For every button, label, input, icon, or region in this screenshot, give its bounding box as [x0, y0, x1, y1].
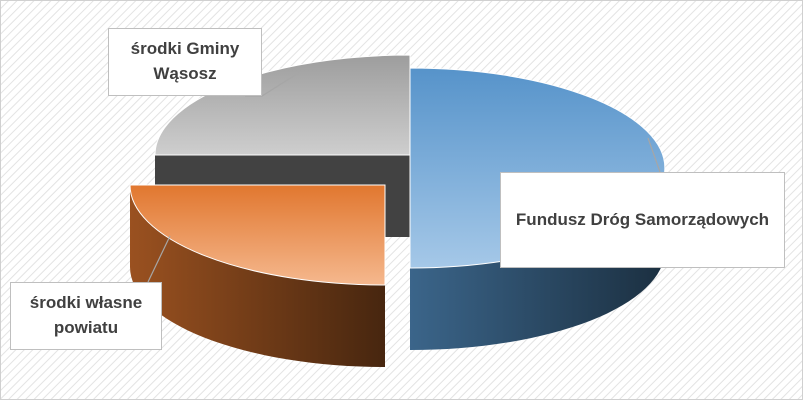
leader-line: [647, 137, 661, 173]
data-label: środki własne powiatu: [10, 282, 162, 350]
slice-top: [129, 184, 386, 286]
leader-lines: [147, 71, 661, 283]
data-label: Fundusz Dróg Samorządowych: [500, 172, 785, 268]
slice: [129, 184, 386, 367]
leader-line: [245, 71, 301, 97]
data-label: środki Gminy Wąsosz: [108, 28, 262, 96]
leader-line: [147, 235, 171, 283]
slice-wall: [130, 185, 385, 367]
